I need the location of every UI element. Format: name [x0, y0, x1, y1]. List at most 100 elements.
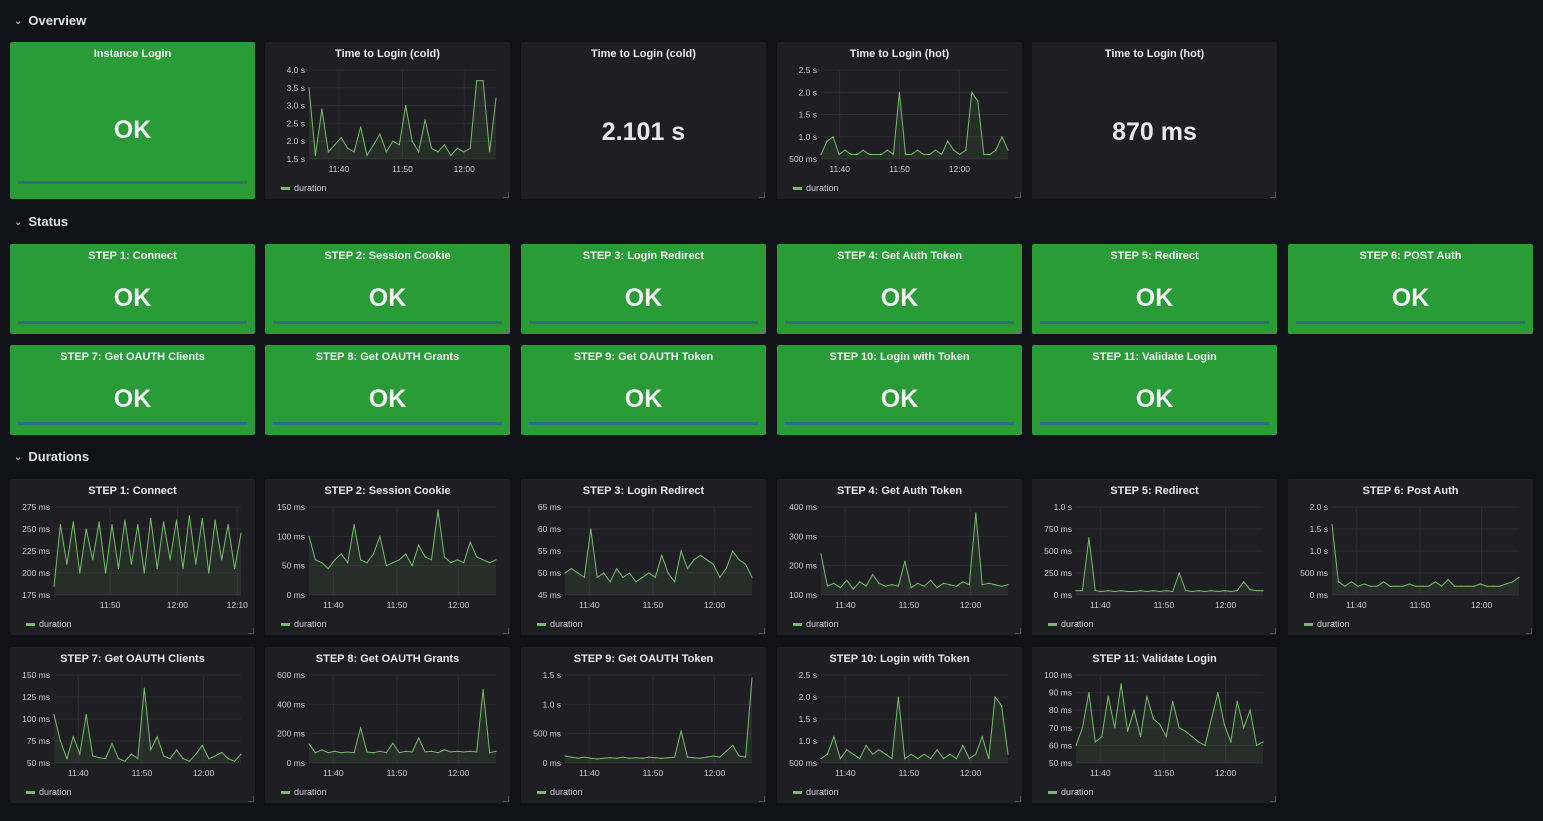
- legend-item[interactable]: duration: [793, 619, 839, 629]
- resize-handle[interactable]: [1526, 628, 1532, 634]
- panel-duration-step-6[interactable]: STEP 6: Post Auth 2.0 s 1.5 s 1.0 s 500 ms 0…: [1288, 479, 1533, 635]
- resize-handle[interactable]: [1015, 796, 1021, 802]
- panel-duration-step-2[interactable]: STEP 2: Session Cookie 150 ms 100 ms 50 ms…: [265, 479, 510, 635]
- data-point: [175, 519, 178, 521]
- resize-handle[interactable]: [759, 628, 765, 634]
- legend-item[interactable]: duration: [537, 619, 583, 629]
- resize-handle[interactable]: [1015, 327, 1021, 333]
- panel-status-step-9[interactable]: STEP 9: Get OAUTH Token OK: [521, 345, 766, 435]
- resize-handle[interactable]: [503, 327, 509, 333]
- resize-handle[interactable]: [1015, 428, 1021, 434]
- data-point: [1249, 589, 1251, 591]
- data-point: [680, 730, 682, 732]
- resize-handle[interactable]: [1015, 628, 1021, 634]
- panel-status-step-7[interactable]: STEP 7: Get OAUTH Clients OK: [10, 345, 255, 435]
- resize-handle[interactable]: [759, 327, 765, 333]
- resize-handle[interactable]: [1526, 327, 1532, 333]
- resize-handle[interactable]: [1270, 796, 1276, 802]
- row-status[interactable]: ⌄ Status: [14, 211, 68, 231]
- legend-item[interactable]: duration: [793, 787, 839, 797]
- data-point: [820, 758, 822, 760]
- data-point: [949, 584, 951, 586]
- resize-handle[interactable]: [248, 628, 254, 634]
- row-overview[interactable]: ⌄ Overview: [14, 10, 86, 30]
- series-line: [564, 528, 753, 584]
- data-point: [1505, 583, 1507, 585]
- legend-item[interactable]: duration: [281, 787, 327, 797]
- legend-item[interactable]: duration: [1048, 787, 1094, 797]
- panel-status-step-2[interactable]: STEP 2: Session Cookie OK: [265, 244, 510, 334]
- panel-duration-step-8[interactable]: STEP 8: Get OAUTH Grants 600 ms 400 ms 200…: [265, 647, 510, 803]
- panel-login-cold-graph[interactable]: Time to Login (cold) 4.0 s 3.5 s 3.0 s 2.5 …: [265, 42, 510, 199]
- legend-item[interactable]: duration: [281, 619, 327, 629]
- legend-item[interactable]: duration: [26, 787, 72, 797]
- data-point: [826, 585, 829, 587]
- data-point: [1081, 590, 1084, 592]
- panel-status-step-8[interactable]: STEP 8: Get OAUTH Grants OK: [265, 345, 510, 435]
- data-point: [1230, 741, 1232, 743]
- panel-duration-step-4[interactable]: STEP 4: Get Auth Token 400 ms 300 ms 200 m…: [777, 479, 1022, 635]
- legend-item[interactable]: duration: [1304, 619, 1350, 629]
- panel-status-step-1[interactable]: STEP 1: Connect OK: [10, 244, 255, 334]
- panel-status-step-11[interactable]: STEP 11: Validate Login OK: [1032, 345, 1277, 435]
- resize-handle[interactable]: [1270, 327, 1276, 333]
- data-point: [1007, 149, 1009, 151]
- legend-item[interactable]: duration: [26, 619, 72, 629]
- legend-item[interactable]: duration: [281, 183, 327, 193]
- data-point: [405, 553, 407, 555]
- panel-status-step-3[interactable]: STEP 3: Login Redirect OK: [521, 244, 766, 334]
- panel-duration-step-11[interactable]: STEP 11: Validate Login 100 ms 90 ms 80 ms…: [1032, 647, 1277, 803]
- panel-duration-step-9[interactable]: STEP 9: Get OAUTH Token 1.5 s 1.0 s 500 ms…: [521, 647, 766, 803]
- row-durations[interactable]: ⌄ Durations: [14, 446, 89, 466]
- data-point: [1165, 590, 1167, 592]
- y-tick-label: 2.0 s: [1310, 502, 1328, 512]
- resize-handle[interactable]: [503, 796, 509, 802]
- legend-item[interactable]: duration: [1048, 619, 1094, 629]
- legend-item[interactable]: duration: [793, 183, 839, 193]
- panel-duration-step-10[interactable]: STEP 10: Login with Token 2.5 s 2.0 s 1.5 …: [777, 647, 1022, 803]
- resize-handle[interactable]: [759, 796, 765, 802]
- resize-handle[interactable]: [1015, 192, 1021, 198]
- panel-login-hot-graph[interactable]: Time to Login (hot) 2.5 s 2.0 s 1.5 s 1.0 s…: [777, 42, 1022, 199]
- resize-handle[interactable]: [759, 428, 765, 434]
- y-tick-label: 750 ms: [1044, 524, 1072, 534]
- resize-handle[interactable]: [1270, 192, 1276, 198]
- resize-handle[interactable]: [503, 628, 509, 634]
- panel-duration-step-5[interactable]: STEP 5: Redirect 1.0 s 750 ms 500 ms 250 ms…: [1032, 479, 1277, 635]
- resize-handle[interactable]: [503, 428, 509, 434]
- data-point: [227, 524, 229, 526]
- data-point: [839, 587, 841, 589]
- data-point: [208, 758, 210, 760]
- panel-login-cold-stat[interactable]: Time to Login (cold) 2.101 s: [521, 42, 766, 199]
- data-point: [488, 151, 491, 153]
- panel-status-step-6[interactable]: STEP 6: POST Auth OK: [1288, 244, 1533, 334]
- resize-handle[interactable]: [1270, 628, 1276, 634]
- sparkline: [1040, 321, 1269, 324]
- resize-handle[interactable]: [248, 428, 254, 434]
- resize-handle[interactable]: [503, 192, 509, 198]
- data-point: [936, 749, 938, 751]
- panel-duration-step-3[interactable]: STEP 3: Login Redirect 65 ms 60 ms 55 ms 50…: [521, 479, 766, 635]
- series-line: [1075, 683, 1264, 747]
- series-area: [565, 677, 752, 763]
- data-point: [327, 752, 329, 754]
- panel-login-hot-stat[interactable]: Time to Login (hot) 870 ms: [1032, 42, 1277, 199]
- resize-handle[interactable]: [248, 192, 254, 198]
- data-point: [366, 751, 368, 753]
- panel-duration-step-1[interactable]: STEP 1: Connect 275 ms 250 ms 225 ms 200 ms…: [10, 479, 255, 635]
- y-tick-label: 250 ms: [1044, 568, 1072, 578]
- resize-handle[interactable]: [1270, 428, 1276, 434]
- panel-status-step-5[interactable]: STEP 5: Redirect OK: [1032, 244, 1277, 334]
- data-point: [865, 744, 867, 746]
- panel-duration-step-7[interactable]: STEP 7: Get OAUTH Clients 150 ms 125 ms 10…: [10, 647, 255, 803]
- resize-handle[interactable]: [248, 796, 254, 802]
- resize-handle[interactable]: [248, 327, 254, 333]
- x-tick-label: 11:40: [68, 768, 89, 778]
- data-point: [1075, 590, 1077, 592]
- x-tick-label: 11:50: [1154, 768, 1175, 778]
- resize-handle[interactable]: [759, 192, 765, 198]
- panel-status-step-4[interactable]: STEP 4: Get Auth Token OK: [777, 244, 1022, 334]
- legend-item[interactable]: duration: [537, 787, 583, 797]
- panel-status-step-10[interactable]: STEP 10: Login with Token OK: [777, 345, 1022, 435]
- panel-instance-login[interactable]: Instance Login OK: [10, 42, 255, 199]
